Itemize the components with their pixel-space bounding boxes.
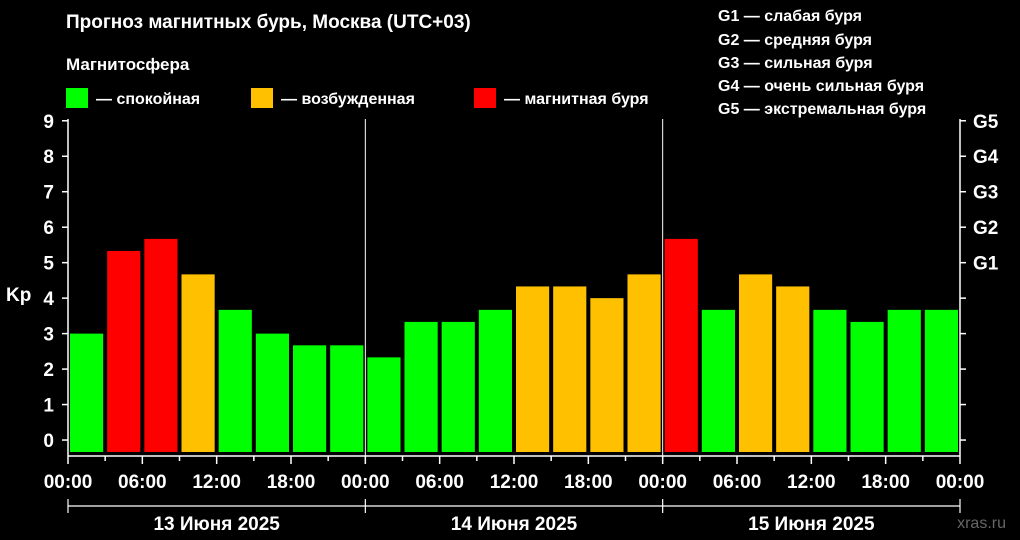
kp-bar [553,286,587,452]
kp-bar [739,274,773,452]
legend-label-excited: — возбужденная [281,91,415,108]
storm-scale-g4: G4 — очень сильная буря [718,78,924,95]
x-tick-label: 18:00 [267,472,316,493]
day-label: 14 Июня 2025 [451,514,578,535]
day-label: 13 Июня 2025 [153,514,280,535]
x-tick-label: 00:00 [936,472,985,493]
day-label: 15 Июня 2025 [748,514,875,535]
kp-bar [293,345,327,452]
x-tick-label: 00:00 [341,472,390,493]
kp-bar [107,250,141,452]
legend-swatch-storm [474,88,496,108]
y-tick-label: 2 [43,360,54,381]
storm-scale-g5: G5 — экстремальная буря [718,101,926,118]
kp-bar [701,309,735,452]
storm-level-label: G2 [973,218,998,239]
kp-bar [627,274,661,452]
kp-bar [590,298,624,452]
legend-label-storm: — магнитная буря [504,91,649,108]
kp-bar [255,333,289,452]
kp-bar [776,286,810,452]
storm-level-label: G4 [973,147,999,168]
kp-bar [181,274,215,452]
x-tick-label: 00:00 [638,472,687,493]
kp-bar [478,309,512,452]
watermark: xras.ru [957,515,1006,532]
storm-scale-g1: G1 — слабая буря [718,8,862,25]
y-tick-label: 3 [43,325,54,346]
y-tick-label: 6 [43,218,54,239]
x-tick-label: 18:00 [861,472,910,493]
grid-layer [364,119,664,456]
kp-bar [218,309,252,452]
storm-level-label: G3 [973,183,998,204]
legend-label-calm: — спокойная [96,91,200,108]
x-tick-label: 18:00 [564,472,613,493]
kp-bar [887,309,921,452]
x-tick-label: 12:00 [787,472,836,493]
x-tick-label: 06:00 [118,472,167,493]
storm-level-label: G5 [973,112,999,133]
kp-bar [441,321,475,452]
storm-scale-g2: G2 — средняя буря [718,32,872,49]
y-tick-label: 8 [43,147,54,168]
kp-bar [850,321,884,452]
kp-bar [144,238,178,452]
legend-swatch-calm [66,88,88,108]
bars-layer [70,238,958,452]
y-tick-label: 7 [43,183,54,204]
kp-bar [70,333,104,452]
kp-bar [664,238,698,452]
kp-bar [330,345,364,452]
x-tick-label: 00:00 [44,472,93,493]
y-tick-label: 9 [43,112,54,133]
kp-bar [367,357,401,452]
y-axis-title: Kp [6,285,31,306]
y-tick-label: 1 [43,396,54,417]
storm-level-label: G1 [973,254,999,275]
x-tick-label: 06:00 [415,472,464,493]
x-tick-label: 06:00 [713,472,762,493]
x-tick-label: 12:00 [192,472,241,493]
kp-bar [516,286,550,452]
axes-layer: 0 1 2 3 4 5 6 7 8 9 G1 G2 G3 G4 G5 00:00 06:00 12:00 18:00… [43,112,998,535]
kp-bar [813,309,847,452]
y-tick-label: 0 [43,431,54,452]
kp-bar [404,321,438,452]
chart-title: Прогноз магнитных бурь, Москва (UTC+03) [66,12,471,33]
y-tick-label: 5 [43,254,54,275]
y-tick-label: 4 [43,289,54,310]
storm-scale-g3: G3 — сильная буря [718,55,873,72]
legend-swatch-excited [251,88,273,108]
x-tick-label: 12:00 [490,472,539,493]
kp-bar [924,309,958,452]
legend-title: Магнитосфера [66,55,190,74]
